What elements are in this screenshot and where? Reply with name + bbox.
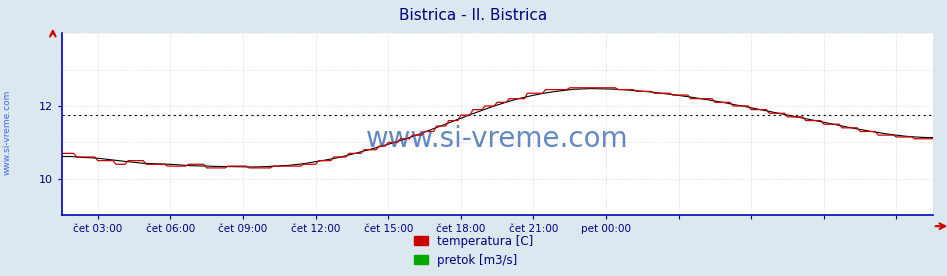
Text: www.si-vreme.com: www.si-vreme.com bbox=[3, 90, 12, 175]
Legend: temperatura [C], pretok [m3/s]: temperatura [C], pretok [m3/s] bbox=[410, 231, 537, 270]
Text: Bistrica - Il. Bistrica: Bistrica - Il. Bistrica bbox=[400, 8, 547, 23]
Text: www.si-vreme.com: www.si-vreme.com bbox=[366, 125, 629, 153]
